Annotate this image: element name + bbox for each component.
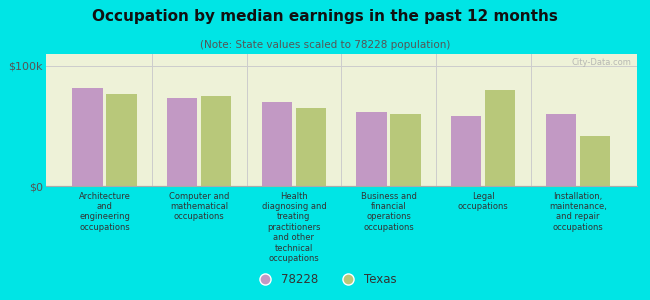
Text: City-Data.com: City-Data.com [571, 58, 631, 67]
Bar [296, 108, 326, 186]
Bar [72, 88, 103, 186]
Bar [201, 96, 231, 186]
Bar [546, 114, 576, 186]
Bar [485, 90, 515, 186]
Bar [167, 98, 198, 186]
Bar [580, 136, 610, 186]
Bar [107, 94, 136, 186]
Legend: 78228, Texas: 78228, Texas [248, 269, 402, 291]
Text: (Note: State values scaled to 78228 population): (Note: State values scaled to 78228 popu… [200, 40, 450, 50]
Bar [262, 102, 292, 186]
Bar [391, 114, 421, 186]
Bar [451, 116, 482, 186]
Text: Occupation by median earnings in the past 12 months: Occupation by median earnings in the pas… [92, 9, 558, 24]
Bar [356, 112, 387, 186]
